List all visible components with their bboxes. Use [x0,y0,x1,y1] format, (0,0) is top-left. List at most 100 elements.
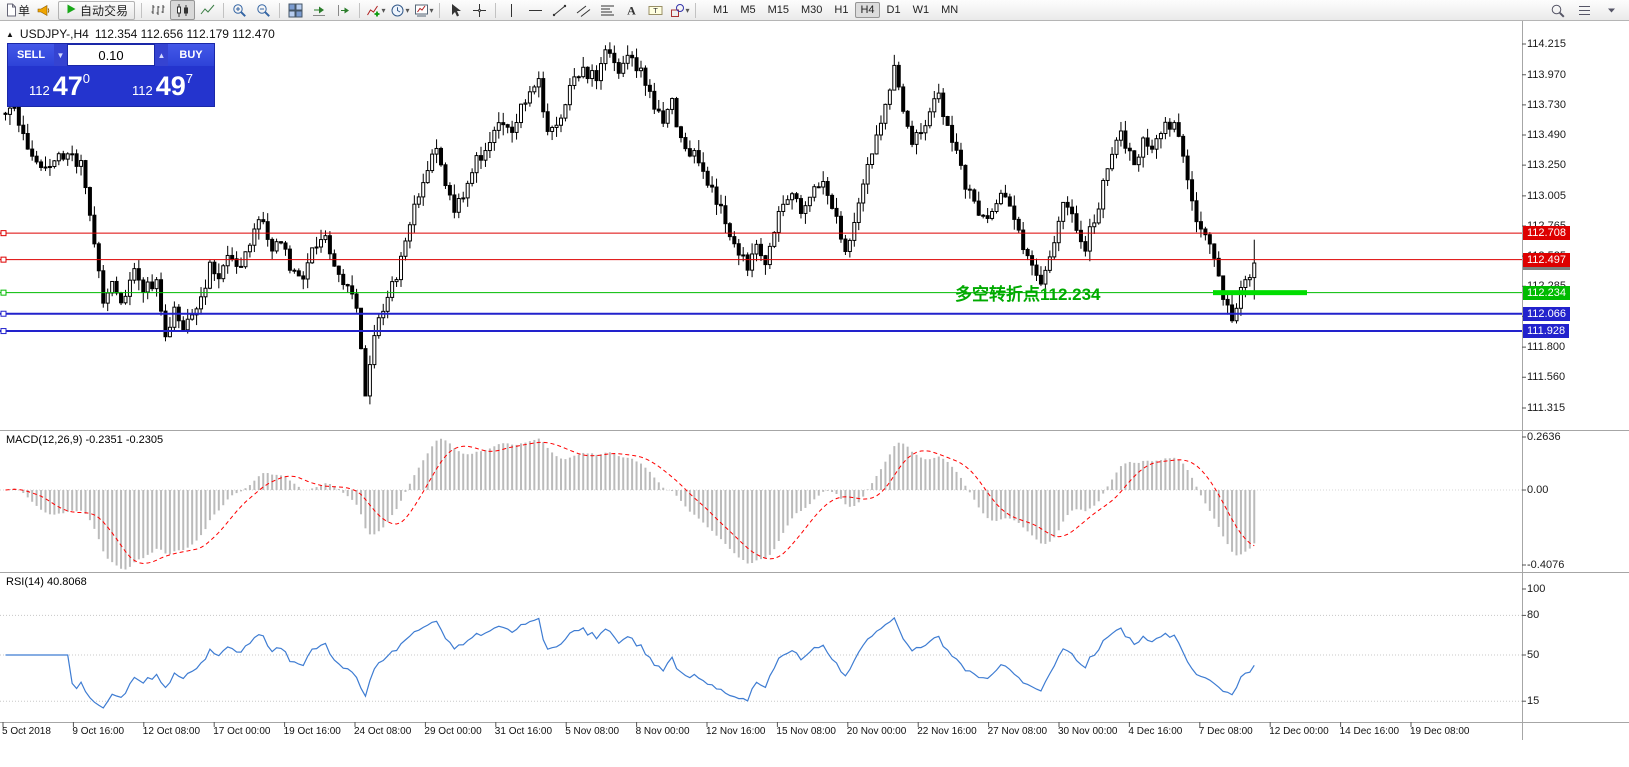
chart-ohlc-header: ▲ USDJPY-,H4 112.354 112.656 112.179 112… [6,27,275,41]
line-anchor-handle[interactable] [0,230,7,237]
line-anchor-handle[interactable] [0,328,7,335]
templates-icon [414,3,429,18]
timeframe-m1-button[interactable]: M1 [713,4,729,16]
svg-text:T: T [653,6,658,15]
cursor-icon [448,3,463,18]
line-anchor-handle[interactable] [0,289,7,296]
timeframe-m15-button[interactable]: M15 [767,4,789,16]
megaphone-button[interactable] [32,1,55,19]
one-click-trading-panel: SELL ▼ 0.10 ▲ BUY 112 47 0 112 49 7 [8,44,214,106]
symbol-marker-icon: ▲ [6,29,14,39]
new-order-button[interactable]: 单 [4,1,31,19]
toolbar-separator [495,2,497,18]
search-icon [1550,3,1565,18]
buy-price-prefix: 112 [131,82,153,98]
search-icon-button[interactable] [1546,1,1569,19]
svg-text:A: A [627,3,636,17]
line-anchor-handle[interactable] [0,310,7,317]
vertical-line-icon [504,3,519,18]
overflow-chevron-icon-button[interactable] [1600,1,1623,19]
sell-price-big: 47 [52,70,83,101]
macd-signal-line [5,441,1255,564]
label-icon-button[interactable]: T [644,1,667,19]
macd-histogram [8,438,1256,570]
sell-button[interactable]: SELL [8,44,54,66]
timeframe-buttons-group: M1 M5 M15 M30 H1 H4 D1 W1 MN [708,2,963,18]
fibonacci-icon [600,3,615,18]
crosshair-icon-button[interactable] [468,1,491,19]
chart-shift-icon [336,3,351,18]
macd-indicator-label: MACD(12,26,9) -0.2351 -0.2305 [6,434,164,446]
text-icon-button[interactable]: A [620,1,643,19]
buy-button[interactable]: BUY [168,44,214,66]
toolbar-separator [223,2,225,18]
fibonacci-icon-button[interactable] [596,1,619,19]
auto-scroll-icon [312,3,327,18]
timeframe-d1-button[interactable]: D1 [886,4,901,16]
volume-increase-button[interactable]: ▲ [155,44,168,66]
megaphone-icon [36,3,51,18]
candlestick-icon-button[interactable] [170,0,196,20]
autotrading-button[interactable]: 自动交易 [58,0,136,20]
timeframe-h4-button[interactable]: H4 [855,2,880,18]
toolbar-separator [141,2,143,18]
line-anchor-handle[interactable] [0,256,7,263]
timeframe-m5-button[interactable]: M5 [740,4,756,16]
timeframe-w1-button[interactable]: W1 [912,4,930,16]
periods-icon-button[interactable]: ▾ [388,1,411,19]
cursor-icon-button[interactable] [444,1,467,19]
dropdown-caret-icon: ▾ [381,5,386,15]
dropdown-caret-icon: ▾ [685,5,690,15]
line-chart-icon-button[interactable] [196,1,219,19]
buy-price-big: 49 [155,70,186,101]
toolbar-options-icon-button[interactable] [1573,1,1596,19]
timeframe-h1-button[interactable]: H1 [834,4,849,16]
chart-symbol-period: USDJPY-,H4 [19,27,89,41]
bar-chart-icon-button[interactable] [146,1,169,19]
new-order-page-icon [5,3,18,17]
channel-icon-button[interactable] [572,1,595,19]
zoom-out-icon-button[interactable] [252,1,275,19]
new-order-label: 单 [18,3,31,18]
indicators-icon-button[interactable]: ▾ [364,1,387,19]
chart-tools-group: ▾ ▾ ▾ A T ▾ [146,0,699,20]
auto-scroll-icon-button[interactable] [308,1,331,19]
buy-price[interactable]: 112 49 7 [111,66,214,106]
timeframe-m30-button[interactable]: M30 [801,4,823,16]
zoom-in-icon-button[interactable] [228,1,251,19]
trade-panel-controls: SELL ▼ 0.10 ▲ BUY [8,44,214,66]
crosshair-icon [472,3,487,18]
dropdown-caret-icon: ▾ [405,5,410,15]
sell-price[interactable]: 112 47 0 [8,66,111,106]
toolbar-right-group [1546,1,1625,19]
autotrading-play-icon [65,3,77,18]
pivot-annotation-text[interactable]: 多空转折点112.234 [955,284,1101,304]
templates-icon-button[interactable]: ▾ [412,1,435,19]
line-chart-icon [200,3,215,18]
zoom-in-icon [232,3,247,18]
chart-ohlc-values: 112.354 112.656 112.179 112.470 [94,27,275,41]
dropdown-caret-icon: ▾ [429,5,434,15]
toolbar-separator [279,2,281,18]
horizontal-line-icon [528,3,543,18]
toolbar-separator [359,2,361,18]
tile-windows-icon-button[interactable] [284,1,307,19]
trend-segment-object[interactable] [1213,290,1307,296]
vertical-line-icon-button[interactable] [500,1,523,19]
indicators-icon [366,3,381,18]
rsi-line [5,616,1255,709]
candlestick-icon [175,3,190,18]
shapes-icon [670,3,685,18]
trendline-icon-button[interactable] [548,1,571,19]
trade-panel-prices: 112 47 0 112 49 7 [8,66,214,106]
horizontal-line-icon-button[interactable] [524,1,547,19]
volume-decrease-button[interactable]: ▼ [54,44,67,66]
volume-input[interactable]: 0.10 [67,44,155,66]
label-icon: T [648,3,663,18]
timeframe-mn-button[interactable]: MN [941,4,959,16]
chart-shift-icon-button[interactable] [332,1,355,19]
text-icon: A [624,3,639,18]
shapes-icon-button[interactable]: ▾ [668,1,691,19]
